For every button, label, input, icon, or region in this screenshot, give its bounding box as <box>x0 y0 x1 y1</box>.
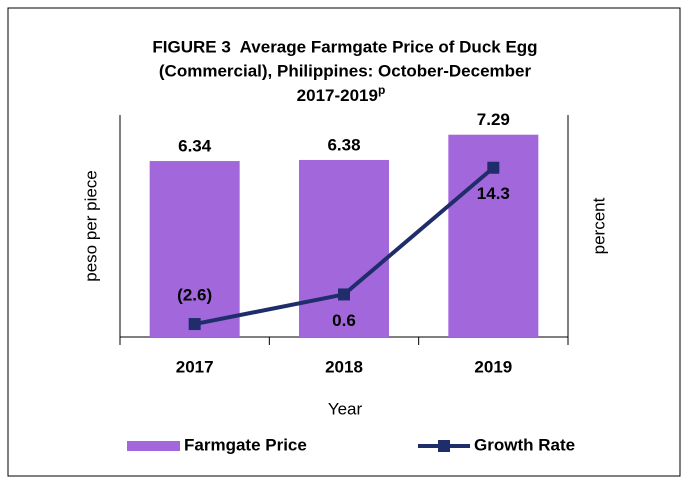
chart-title: 2017-2019p <box>297 83 386 105</box>
chart-title: FIGURE 3 Average Farmgate Price of Duck … <box>152 37 537 56</box>
bar-value-label: 6.38 <box>327 135 360 154</box>
x-axis-label: Year <box>328 399 363 418</box>
x-tick-label: 2018 <box>325 357 363 376</box>
chart-title: (Commercial), Philippines: October-Decem… <box>159 61 532 80</box>
legend-label: Farmgate Price <box>184 435 307 454</box>
x-tick-label: 2019 <box>474 357 512 376</box>
title-superscript: p <box>378 83 385 97</box>
line-marker <box>188 318 201 331</box>
bar-value-label: 6.34 <box>178 137 212 156</box>
bar <box>149 161 240 337</box>
y-axis-label: peso per piece <box>81 170 100 282</box>
bar-value-label: 7.29 <box>477 110 510 129</box>
legend-swatch <box>127 441 180 451</box>
line-value-label: (2.6) <box>177 286 212 305</box>
chart-title: 2017-2019 <box>297 86 378 105</box>
legend-swatch <box>438 440 450 452</box>
x-tick-label: 2017 <box>176 357 214 376</box>
legend-label: Growth Rate <box>474 435 575 454</box>
line-marker <box>338 288 350 301</box>
y2-axis-label: percent <box>589 197 608 254</box>
line-value-label: 14.3 <box>477 184 510 203</box>
bar <box>299 159 389 337</box>
line-marker <box>487 161 500 174</box>
line-value-label: 0.6 <box>332 311 356 330</box>
